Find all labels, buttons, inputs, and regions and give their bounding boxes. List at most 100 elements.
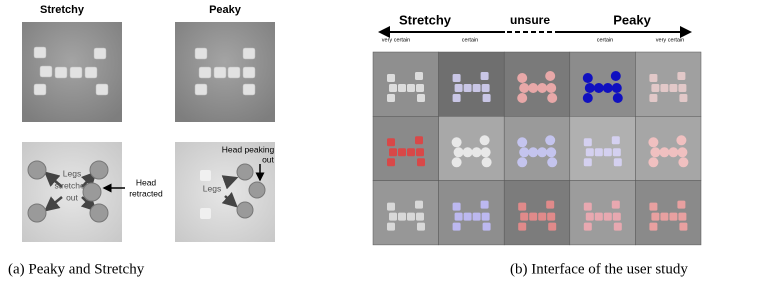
block <box>528 83 538 93</box>
block <box>517 73 527 83</box>
block <box>614 158 622 166</box>
block <box>34 84 46 95</box>
block <box>415 201 423 209</box>
block <box>517 93 527 103</box>
block <box>415 136 423 144</box>
block <box>546 147 556 157</box>
block <box>545 135 555 145</box>
block <box>584 223 592 231</box>
block <box>455 84 463 92</box>
block <box>518 203 526 211</box>
block <box>678 157 688 167</box>
block <box>650 147 660 157</box>
block <box>518 223 526 231</box>
tile <box>504 52 570 116</box>
block <box>387 223 395 231</box>
block <box>668 147 678 157</box>
block <box>547 157 557 167</box>
block <box>604 213 612 221</box>
annotation: Legs <box>203 183 221 193</box>
tile <box>439 116 505 180</box>
block <box>55 67 67 78</box>
block <box>546 83 556 93</box>
block <box>415 72 423 80</box>
block <box>546 201 554 209</box>
block <box>453 94 461 102</box>
block <box>583 73 593 83</box>
block <box>584 138 592 146</box>
block <box>85 67 97 78</box>
block <box>677 201 685 209</box>
panel-b: Stretchy unsure Peaky very certain certa… <box>373 12 701 277</box>
block <box>595 148 603 156</box>
block <box>40 66 52 77</box>
block <box>537 83 547 93</box>
panel-a: Stretchy Peaky Legs stretched out Legs H… <box>8 4 275 278</box>
block <box>96 84 108 95</box>
block <box>195 48 207 59</box>
block <box>669 84 677 92</box>
block <box>483 94 491 102</box>
block <box>387 94 395 102</box>
block <box>416 148 424 156</box>
block <box>547 213 555 221</box>
block <box>547 93 557 103</box>
tile <box>635 52 701 116</box>
block <box>389 213 397 221</box>
block <box>483 223 491 231</box>
block <box>237 164 253 180</box>
block <box>481 72 489 80</box>
block <box>482 84 490 92</box>
block <box>90 161 108 179</box>
block <box>398 213 406 221</box>
block <box>387 138 395 146</box>
block <box>417 158 425 166</box>
block <box>416 84 424 92</box>
block <box>464 84 472 92</box>
tile <box>504 181 570 245</box>
block <box>243 67 255 78</box>
block <box>648 157 658 167</box>
tile <box>504 116 570 180</box>
block <box>669 213 677 221</box>
block <box>214 67 226 78</box>
block <box>537 147 547 157</box>
block <box>481 147 491 157</box>
block <box>389 148 397 156</box>
block <box>28 204 46 222</box>
block <box>473 213 481 221</box>
block <box>660 213 668 221</box>
block <box>649 203 657 211</box>
block <box>649 223 657 231</box>
block <box>586 148 594 156</box>
block <box>83 183 101 201</box>
block <box>473 84 481 92</box>
block <box>237 202 253 218</box>
block <box>595 213 603 221</box>
scale-label: Peaky <box>613 12 651 27</box>
scale-label: Stretchy <box>399 12 452 27</box>
caption: (a) Peaky and Stretchy <box>8 261 145 277</box>
block <box>417 223 425 231</box>
block <box>679 94 687 102</box>
block <box>648 137 658 147</box>
block <box>584 158 592 166</box>
block <box>651 84 659 92</box>
tile <box>570 181 636 245</box>
tile <box>439 52 505 116</box>
scale-tick: very certain <box>656 37 684 43</box>
block <box>480 135 490 145</box>
block <box>453 203 461 211</box>
block <box>453 223 461 231</box>
block <box>649 94 657 102</box>
block <box>548 223 556 231</box>
block <box>452 137 462 147</box>
scale-tick: certain <box>597 37 614 43</box>
annotation: out <box>262 154 274 164</box>
tile <box>570 52 636 116</box>
block <box>407 213 415 221</box>
block <box>407 148 415 156</box>
caption: (b) Interface of the user study <box>510 261 688 277</box>
block <box>545 71 555 81</box>
annotation: out <box>66 192 78 202</box>
